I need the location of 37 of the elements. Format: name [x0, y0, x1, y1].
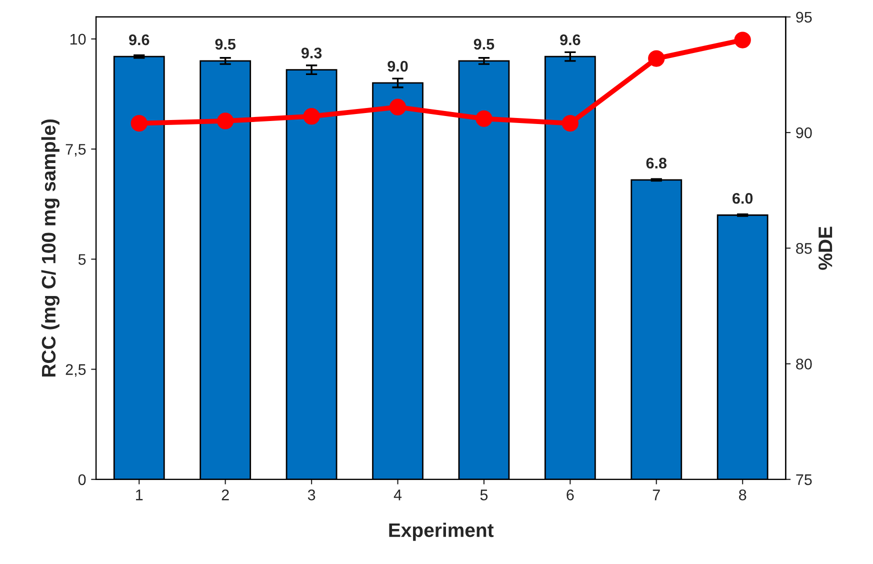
- data-label: 9.6: [560, 34, 580, 46]
- point: [217, 112, 234, 130]
- y-tick-label: 2,5: [66, 364, 86, 377]
- point: [648, 50, 665, 67]
- y-tick-label: 0: [78, 474, 86, 486]
- x-tick-label: 5: [480, 490, 488, 500]
- x-tick-label: 8: [739, 490, 746, 500]
- y-tick-label: 10: [70, 34, 86, 45]
- y2-tick-label: 85: [796, 243, 812, 254]
- data-label: 6.8: [646, 158, 667, 169]
- data-label: 9.3: [301, 48, 322, 58]
- y2-tick-label: 90: [796, 127, 812, 138]
- x-tick-label: 6: [566, 490, 574, 500]
- data-label: 6.0: [732, 192, 753, 204]
- x-tick-label: 2: [222, 490, 229, 500]
- data-label: 9.5: [474, 38, 494, 50]
- y2-tick-label: 75: [796, 474, 812, 486]
- x-tick-label: 4: [394, 490, 402, 500]
- data-label: 9.0: [388, 60, 408, 72]
- y2-tick-label: 80: [796, 358, 812, 370]
- y-tick-label: 7,5: [66, 144, 86, 157]
- x-tick-label: 3: [308, 490, 316, 500]
- point: [562, 114, 579, 132]
- x-axis-title: Experiment: [389, 522, 494, 541]
- data-label: 9.6: [129, 34, 150, 46]
- y2-tick-label: 95: [796, 12, 812, 23]
- y-tick-label: 5: [78, 254, 86, 265]
- point: [476, 110, 492, 127]
- x-tick-label: 7: [652, 490, 660, 500]
- y-axis-title: RCC (mg C/ 100 mg sample): [41, 119, 60, 377]
- point: [734, 32, 751, 48]
- x-tick-label: 1: [136, 490, 143, 500]
- y2-axis-title: %DE: [818, 226, 832, 270]
- point: [130, 114, 148, 132]
- data-label: 9.5: [215, 38, 236, 50]
- point: [389, 98, 406, 116]
- point: [303, 108, 320, 125]
